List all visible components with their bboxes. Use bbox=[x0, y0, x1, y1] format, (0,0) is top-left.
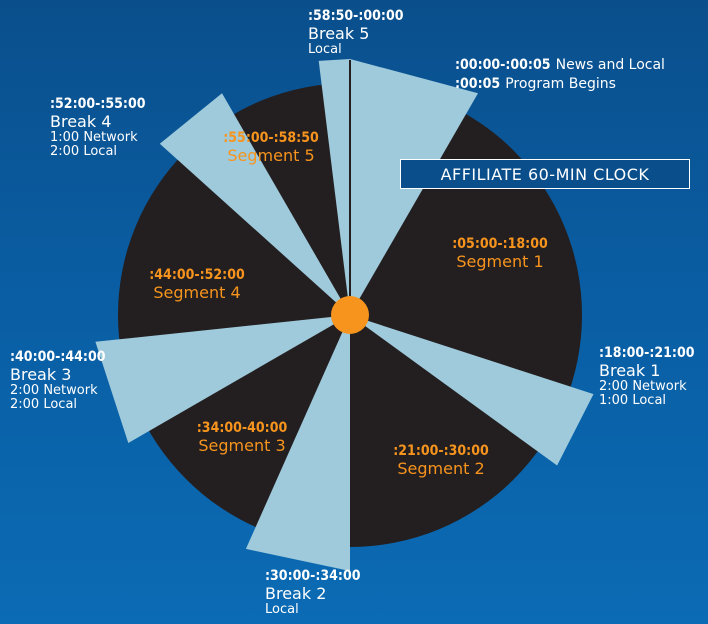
break-wedges bbox=[95, 59, 594, 571]
segment-1-label: :05:00-:18:00 Segment 1 bbox=[440, 236, 560, 271]
segment-2-label: :21:00-:30:00 Segment 2 bbox=[383, 443, 499, 478]
break-3-wedge bbox=[95, 315, 351, 443]
break-1-line2: 1:00 Local bbox=[599, 393, 667, 409]
news-local-label: :00:00-:00:05 News and Local :00:05 Prog… bbox=[455, 55, 665, 92]
break-5-label: :58:50-:00:00 Break 5 Local bbox=[308, 8, 404, 57]
segment-1-time: :05:00-:18:00 bbox=[452, 236, 548, 252]
segment-2-name: Segment 2 bbox=[397, 458, 485, 478]
break-3-line2: 2:00 Local bbox=[10, 397, 78, 413]
segment-5-time: :55:00-:58:50 bbox=[223, 130, 319, 146]
segment-4-time: :44:00-:52:00 bbox=[149, 267, 245, 283]
break-2-detail: Local bbox=[265, 601, 299, 617]
segment-3-time: :34:00-40:00 bbox=[196, 420, 288, 436]
break-1-name: Break 1 bbox=[599, 360, 661, 380]
break-5-detail: Local bbox=[308, 41, 342, 57]
break-1-wedge bbox=[350, 315, 594, 466]
segment-5-name: Segment 5 bbox=[227, 145, 315, 165]
break-3-line1: 2:00 Network bbox=[10, 382, 98, 398]
segment-4-name: Segment 4 bbox=[153, 282, 241, 302]
break-2-label: :30:00-:34:00 Break 2 Local bbox=[265, 568, 361, 617]
break-2-name: Break 2 bbox=[265, 583, 327, 603]
segment-3-label: :34:00-40:00 Segment 3 bbox=[184, 420, 300, 455]
break-3-time: :40:00-:44:00 bbox=[10, 349, 106, 365]
break-5-name: Break 5 bbox=[308, 23, 370, 43]
clock-title: AFFILIATE 60-MIN CLOCK bbox=[400, 159, 690, 189]
break-4-time: :52:00-:55:00 bbox=[50, 96, 146, 112]
break-4-line1: 1:00 Network bbox=[50, 129, 138, 145]
news-local-name: News and Local bbox=[555, 57, 665, 73]
break-2-time: :30:00-:34:00 bbox=[265, 568, 361, 584]
break-3-name: Break 3 bbox=[10, 364, 72, 384]
segment-5-label: :55:00-:58:50 Segment 5 bbox=[216, 130, 326, 165]
break-4-line2: 2:00 Local bbox=[50, 144, 118, 160]
segment-3-name: Segment 3 bbox=[198, 435, 286, 455]
break-4-name: Break 4 bbox=[50, 111, 112, 131]
news-local-time: :00:00-:00:05 bbox=[455, 57, 551, 73]
break-1-label: :18:00-:21:00 Break 1 2:00 Network 1:00 … bbox=[599, 345, 695, 409]
segment-4-label: :44:00-:52:00 Segment 4 bbox=[138, 267, 256, 302]
break-1-line1: 2:00 Network bbox=[599, 378, 687, 394]
segment-1-name: Segment 1 bbox=[456, 251, 544, 271]
center-dot bbox=[331, 296, 369, 334]
break-3-label: :40:00-:44:00 Break 3 2:00 Network 2:00 … bbox=[10, 349, 106, 413]
break-1-time: :18:00-:21:00 bbox=[599, 345, 695, 361]
program-begins-time: :00:05 bbox=[455, 75, 501, 92]
break-5-wedge bbox=[318, 59, 350, 315]
break-2-wedge bbox=[245, 315, 350, 571]
break-5-time: :58:50-:00:00 bbox=[308, 8, 404, 24]
program-begins-text: Program Begins bbox=[505, 75, 616, 92]
segment-2-time: :21:00-:30:00 bbox=[393, 443, 489, 459]
break-4-wedge bbox=[159, 93, 350, 315]
break-4-label: :52:00-:55:00 Break 4 1:00 Network 2:00 … bbox=[50, 96, 146, 160]
